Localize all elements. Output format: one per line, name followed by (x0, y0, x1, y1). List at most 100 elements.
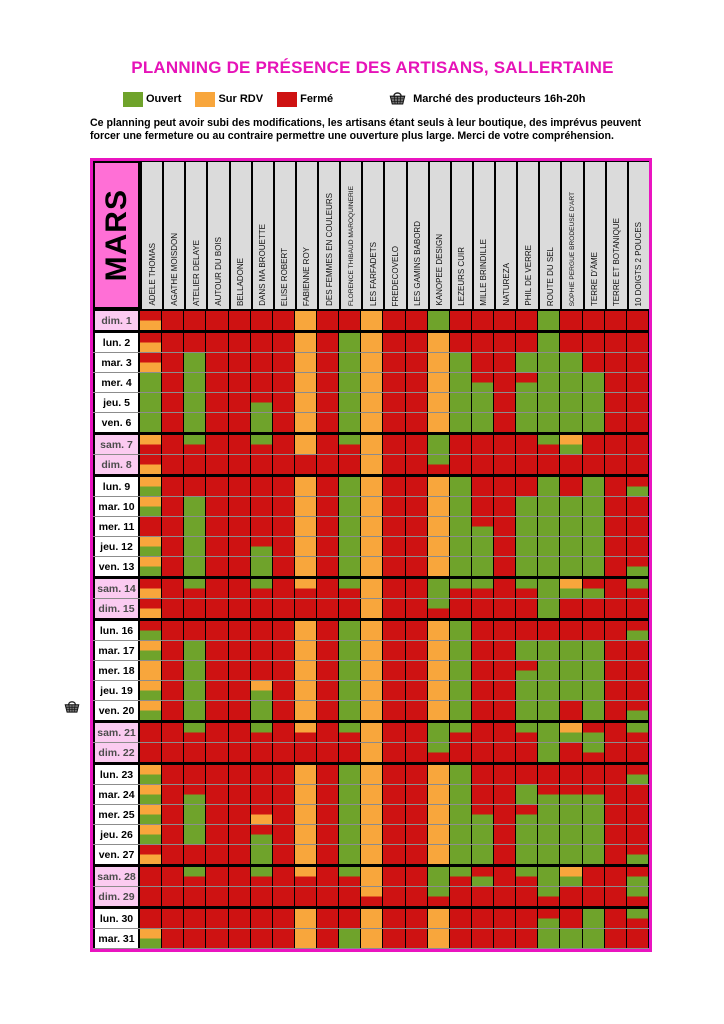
grid-cell (294, 435, 317, 454)
grid-cell (250, 517, 273, 536)
grid-cell (582, 723, 605, 742)
day-label: mer. 25 (93, 805, 140, 824)
grid-cell (250, 477, 273, 496)
grid-cell (427, 497, 450, 516)
grid-cell (361, 661, 384, 680)
grid-cell (272, 887, 295, 906)
grid-cell (317, 435, 340, 454)
grid-cell (538, 517, 561, 536)
grid-cell (471, 845, 494, 864)
grid-cell (272, 909, 295, 928)
grid-cell (339, 825, 362, 844)
grid-cell (471, 557, 494, 576)
grid-cell (427, 537, 450, 556)
grid-cell (162, 621, 185, 640)
grid-cell (184, 743, 207, 762)
grid-cell (582, 579, 605, 598)
grid-cell (449, 661, 472, 680)
grid-cell (228, 373, 251, 392)
grid-cell (162, 681, 185, 700)
grid-cell (582, 455, 605, 474)
grid-cell (560, 413, 583, 432)
grid-cell (162, 599, 185, 618)
grid-cell (538, 825, 561, 844)
grid-cell (449, 557, 472, 576)
grid-cell (427, 765, 450, 784)
grid-cell (626, 661, 649, 680)
grid-cell (140, 477, 163, 496)
grid-cell (626, 681, 649, 700)
grid-cell (272, 517, 295, 536)
grid-cell (427, 701, 450, 720)
grid-cell (250, 641, 273, 660)
grid-cell (250, 373, 273, 392)
grid-cell (250, 785, 273, 804)
grid-cell (405, 909, 428, 928)
grid-cell (184, 333, 207, 352)
grid-cell (538, 353, 561, 372)
grid-cell (604, 333, 627, 352)
grid-cell (317, 599, 340, 618)
grid-cell (494, 887, 517, 906)
day-row-jeu-26: jeu. 26 (93, 825, 649, 845)
legend-market: Marché des producteurs 16h-20h (389, 90, 586, 108)
grid-cell (250, 537, 273, 556)
grid-cell (140, 867, 163, 886)
grid-cell (228, 887, 251, 906)
grid-cell (361, 701, 384, 720)
artisan-header-3: ATELIER DELAYE (184, 161, 207, 309)
grid-cell (582, 373, 605, 392)
grid-cell (626, 517, 649, 536)
day-label: dim. 8 (93, 455, 140, 474)
artisan-name: BELLADONE (236, 257, 246, 306)
grid-cell (449, 845, 472, 864)
grid-cell (228, 929, 251, 948)
grid-cell (206, 435, 229, 454)
grid-cell (516, 311, 539, 330)
grid-cell (516, 661, 539, 680)
grid-cell (538, 435, 561, 454)
grid-cell (560, 743, 583, 762)
grid-cell (604, 477, 627, 496)
grid-cell (206, 497, 229, 516)
grid-cell (272, 621, 295, 640)
grid-cell (427, 867, 450, 886)
day-label: mer. 18 (93, 661, 140, 680)
grid-cell (317, 867, 340, 886)
grid-cell (339, 805, 362, 824)
legend-item-fermé: Fermé (277, 91, 333, 107)
grid-cell (626, 621, 649, 640)
artisan-header-21: TERRE D'ÂME (582, 161, 605, 309)
grid-cell (494, 579, 517, 598)
grid-cell (427, 455, 450, 474)
grid-cell (339, 477, 362, 496)
grid-cell (449, 455, 472, 474)
grid-cell (140, 393, 163, 412)
grid-cell (516, 537, 539, 556)
grid-cell (626, 929, 649, 948)
grid-cell (560, 333, 583, 352)
grid-cell (383, 497, 406, 516)
grid-cell (494, 497, 517, 516)
grid-cell (582, 353, 605, 372)
grid-cell (449, 743, 472, 762)
day-row-jeu-5: jeu. 5 (93, 393, 649, 413)
grid-cell (339, 929, 362, 948)
day-label: mar. 17 (93, 641, 140, 660)
grid-cell (162, 743, 185, 762)
grid-cell (317, 413, 340, 432)
grid-cell (294, 497, 317, 516)
grid-cell (427, 845, 450, 864)
grid-cell (405, 353, 428, 372)
grid-cell (471, 435, 494, 454)
grid-cell (516, 497, 539, 516)
grid-cell (538, 641, 561, 660)
day-row-ven-6: ven. 6 (93, 413, 649, 435)
grid-cell (427, 743, 450, 762)
grid-cell (140, 435, 163, 454)
day-label: ven. 6 (93, 413, 140, 432)
grid-cell (250, 579, 273, 598)
grid-cell (361, 393, 384, 412)
grid-cell (162, 641, 185, 660)
grid-cell (516, 805, 539, 824)
